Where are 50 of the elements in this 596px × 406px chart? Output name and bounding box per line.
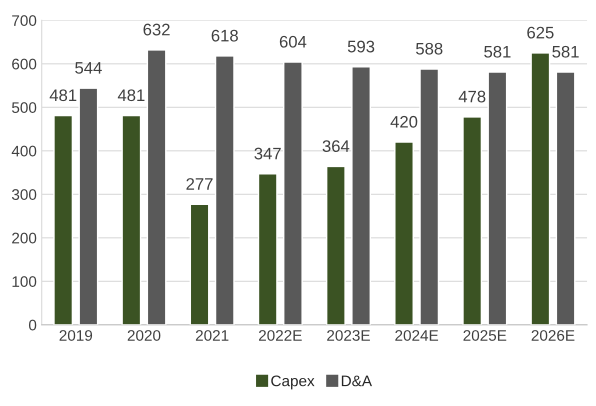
data-label: 581: [484, 46, 511, 58]
y-tick-label: 400: [12, 146, 36, 156]
data-label: 625: [527, 26, 554, 39]
legend-label: Capex: [271, 375, 314, 390]
x-tick-label: 2020: [128, 330, 160, 341]
bar: [146, 49, 166, 325]
y-tick-label: 700: [12, 15, 36, 26]
bar: [326, 166, 346, 325]
y-tick-label: 100: [12, 276, 36, 287]
bar: [214, 55, 235, 325]
data-label: 632: [144, 24, 170, 36]
x-tick-label: 2026E: [532, 330, 574, 341]
bar: [283, 61, 303, 325]
bar: [121, 114, 142, 325]
data-label: 420: [390, 116, 418, 128]
bar: [394, 141, 414, 325]
data-label: 604: [280, 36, 306, 48]
data-label: 478: [458, 90, 486, 102]
data-label: 593: [348, 40, 374, 52]
x-tick-label: 2023E: [327, 330, 370, 341]
x-tick-label: 2021: [196, 330, 228, 341]
data-label: 364: [322, 140, 350, 152]
bar: [556, 71, 576, 325]
bar: [351, 66, 371, 325]
x-tick-label: 2019: [60, 330, 92, 341]
x-tick-label: 2024E: [395, 330, 438, 341]
data-label: 277: [186, 178, 213, 190]
data-label: 347: [254, 148, 281, 160]
x-tick-label: 2022E: [258, 330, 302, 341]
y-tick-label: 300: [12, 189, 36, 200]
data-label: 581: [552, 46, 579, 58]
bar: [53, 114, 74, 325]
y-tick-label: 600: [12, 58, 36, 70]
y-tick-label: 0: [28, 320, 36, 330]
bar: [258, 173, 278, 325]
data-label: 544: [75, 62, 102, 74]
data-label: 481: [118, 89, 144, 102]
y-tick-label: 200: [12, 232, 36, 244]
bar: [530, 52, 550, 325]
bar: [462, 116, 482, 325]
data-label: 618: [212, 30, 238, 42]
bar: [78, 87, 98, 325]
x-tick-label: 2025E: [463, 330, 506, 341]
data-label: 588: [416, 42, 442, 55]
bar: [190, 204, 210, 325]
data-label: 481: [50, 89, 76, 102]
bar: [419, 68, 440, 325]
y-tick-label: 500: [12, 102, 36, 113]
bar: [488, 71, 508, 325]
legend-label: D&A: [342, 376, 372, 386]
